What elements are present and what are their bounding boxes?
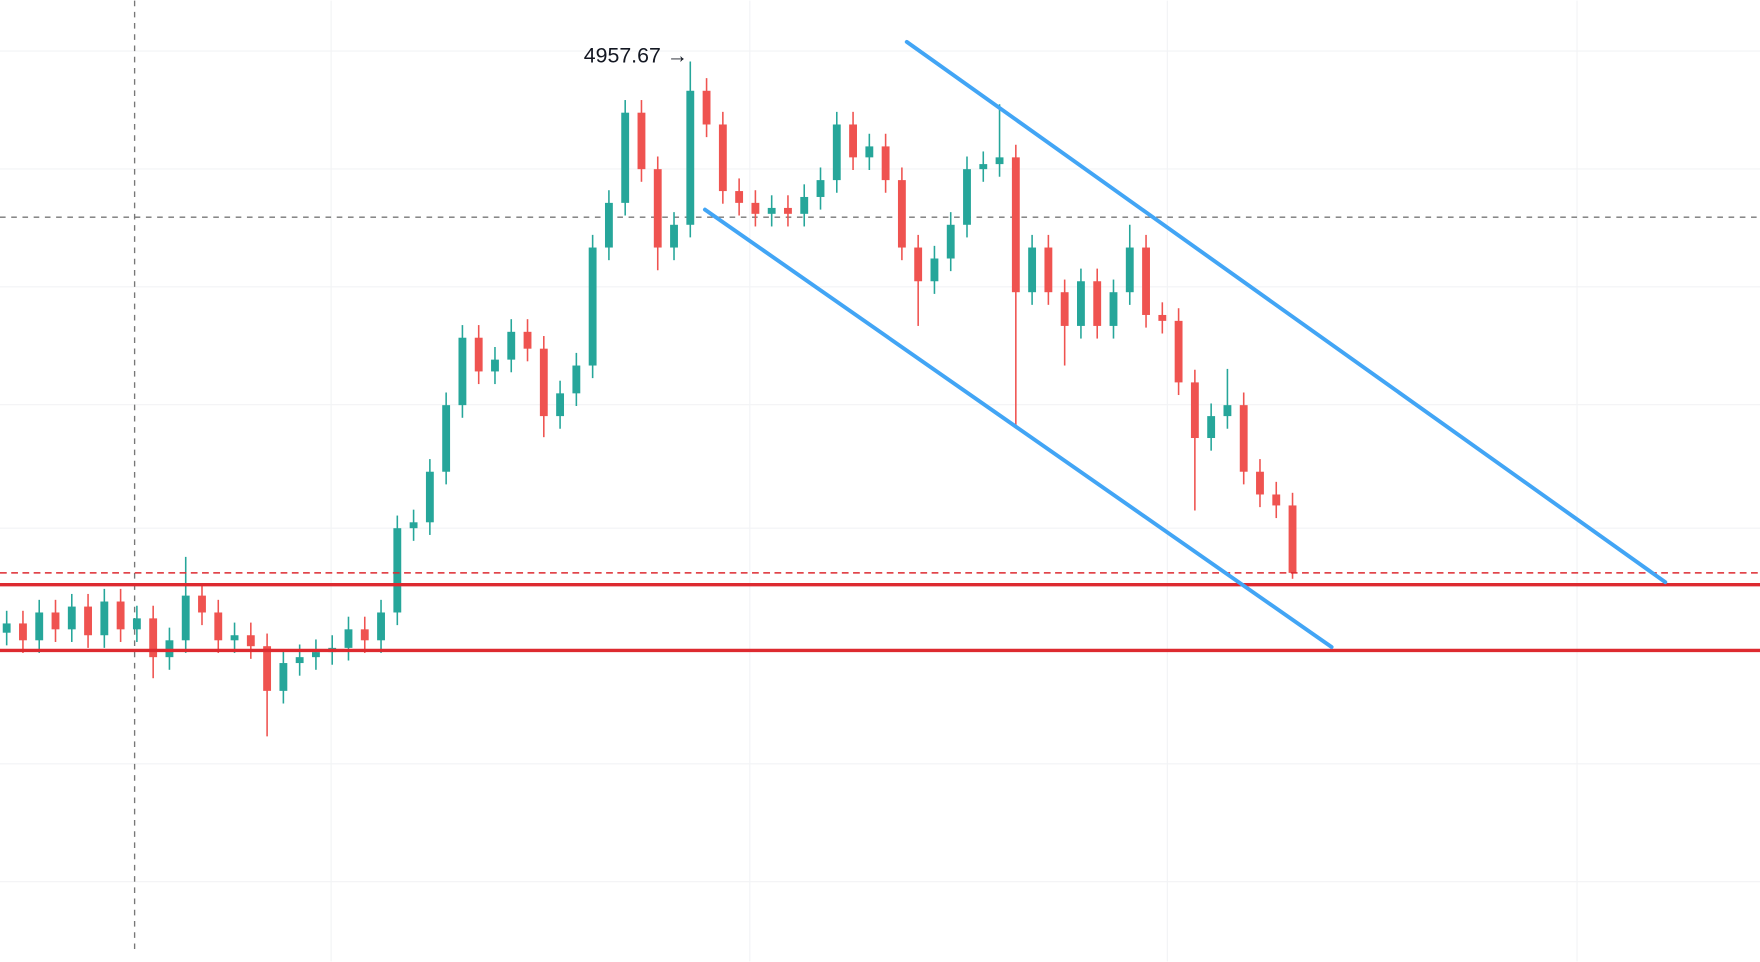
candle-body	[865, 146, 874, 158]
candle-body	[1142, 247, 1150, 315]
candle-body	[312, 652, 320, 658]
trend-line	[702, 207, 1334, 650]
candle-body	[263, 646, 272, 691]
candle-body	[442, 405, 451, 472]
candle-body	[1158, 314, 1167, 321]
candle-body	[637, 112, 646, 170]
candle-body	[1044, 247, 1053, 293]
candle-body	[539, 348, 548, 417]
candle-body	[1011, 157, 1020, 293]
candle-body	[702, 90, 711, 125]
candle-body	[588, 247, 597, 366]
candle-body	[344, 629, 353, 648]
candle-body	[51, 612, 60, 630]
candle-body	[1093, 281, 1102, 326]
candle-body	[1109, 292, 1118, 326]
candle-body	[1207, 416, 1216, 439]
candle-body	[1125, 247, 1134, 293]
candle-body	[816, 180, 825, 197]
candle-body	[425, 471, 434, 523]
candle-body	[230, 635, 239, 641]
candle-body	[67, 606, 76, 630]
candle-body	[474, 337, 483, 372]
candle-body	[2, 623, 11, 633]
candle-body	[735, 191, 744, 203]
candle-body	[491, 359, 499, 372]
trend-line	[904, 39, 1668, 585]
candle-body	[84, 606, 92, 636]
candle-body	[572, 365, 581, 394]
candle-body	[393, 528, 402, 613]
candle-body	[604, 202, 613, 248]
candle-body	[181, 595, 190, 641]
candle-body	[507, 331, 516, 360]
candle-body	[930, 258, 939, 282]
candle-body	[132, 618, 141, 630]
candle-body	[995, 157, 1004, 165]
candle-body	[800, 196, 809, 214]
price-annotation: 4957.67 →	[584, 44, 688, 68]
candle-body	[914, 247, 923, 282]
candle-body	[897, 180, 906, 248]
candle-body	[35, 612, 44, 641]
candle-body	[881, 146, 890, 181]
candle-body	[1288, 505, 1297, 573]
candle-body	[377, 612, 385, 641]
candle-body	[718, 124, 727, 192]
candle-body	[832, 124, 841, 181]
candle-body	[670, 224, 678, 248]
candle-body	[279, 663, 288, 691]
candle-body	[1190, 382, 1199, 439]
candle-body	[523, 331, 532, 349]
candle-body	[946, 224, 955, 259]
candle-body	[295, 657, 304, 664]
candle-body	[1077, 281, 1085, 326]
candle-body	[19, 623, 27, 641]
candle-body	[849, 124, 857, 158]
candle-body	[686, 90, 695, 225]
candle-body	[458, 337, 467, 406]
candle-body	[963, 169, 971, 225]
candle-body	[1239, 405, 1248, 472]
candle-body	[214, 612, 223, 641]
candle-body	[198, 595, 206, 613]
candle-body	[1060, 292, 1069, 326]
candle-body	[751, 202, 760, 214]
candle-body	[767, 207, 776, 214]
candle-body	[409, 522, 418, 529]
candle-body	[165, 640, 174, 658]
candle-body	[246, 635, 255, 647]
candle-body	[360, 629, 369, 641]
candle-body	[1272, 494, 1281, 506]
candle-body	[100, 601, 109, 636]
candle-body	[556, 393, 565, 417]
candle-body	[784, 207, 792, 214]
candle-body	[621, 112, 630, 203]
candle-body	[653, 169, 662, 248]
candle-body	[149, 618, 158, 658]
candle-body	[1174, 320, 1183, 383]
candle-body	[1223, 405, 1232, 417]
candle-body	[979, 164, 988, 170]
candle-body	[1028, 247, 1037, 293]
candle-body	[116, 601, 125, 630]
candle-body	[1256, 471, 1264, 495]
